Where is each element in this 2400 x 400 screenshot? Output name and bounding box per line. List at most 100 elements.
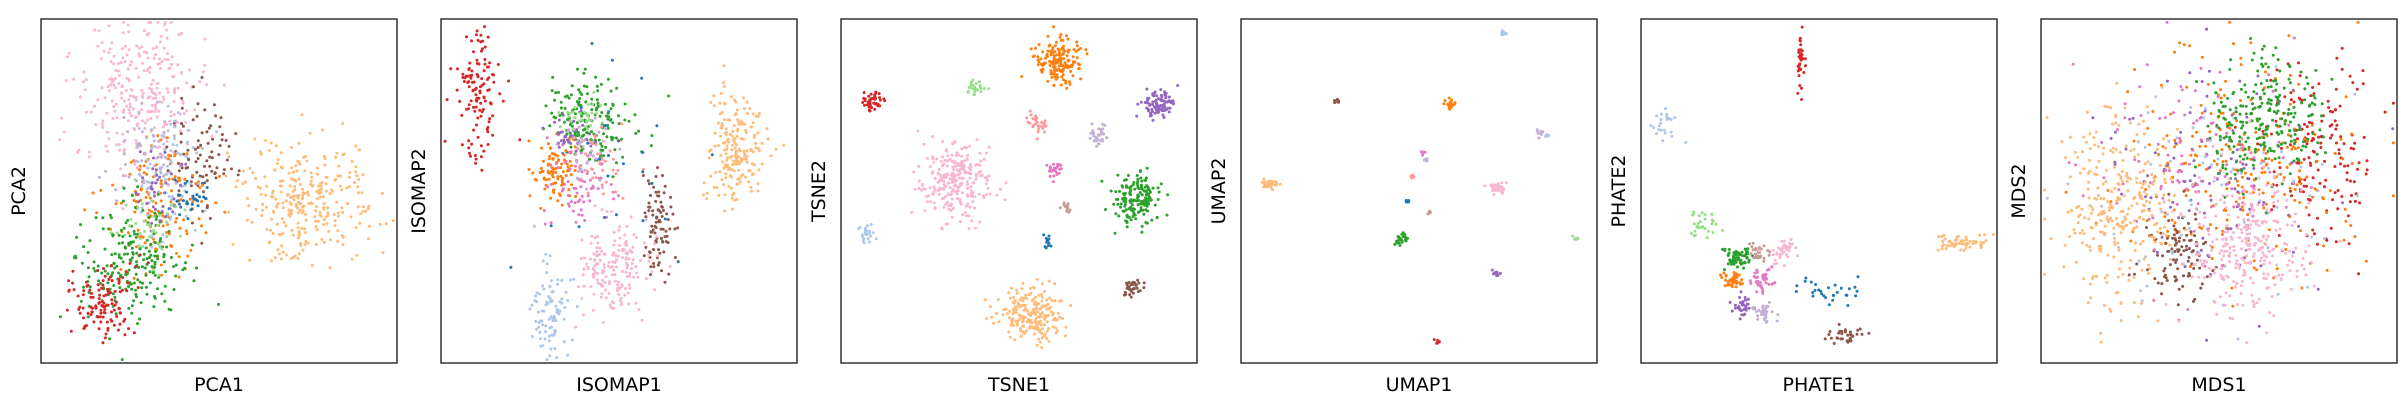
data-point [161,205,165,208]
data-point [1498,187,1502,191]
data-point [1432,338,1436,342]
data-point [654,190,658,194]
cluster-8 [1260,177,1282,192]
data-point [733,146,737,150]
data-point [265,184,269,188]
data-point [596,101,600,105]
data-point [569,173,573,177]
data-point [111,292,115,296]
data-point [166,52,169,56]
data-point [176,63,180,67]
data-point [149,117,153,120]
data-point [193,228,197,232]
data-point [345,186,349,190]
data-point [2163,215,2167,219]
data-point [2322,244,2326,248]
data-point [117,69,120,73]
data-point [137,75,141,79]
data-point [72,77,76,81]
data-point [1773,281,1777,285]
data-point [979,90,983,94]
data-point [2305,175,2309,179]
data-point [172,288,176,291]
data-point [1127,174,1130,177]
data-point [86,251,90,254]
data-point [139,144,143,148]
data-point [308,131,312,135]
data-point [754,146,758,150]
data-point [97,29,101,33]
data-point [2222,94,2226,97]
data-point [1053,72,1057,76]
data-point [1140,230,1144,234]
cluster-9 [167,178,209,221]
data-point [1797,50,1801,54]
data-point [1848,337,1852,341]
data-point [245,218,249,222]
data-point [959,161,963,165]
data-point [1756,283,1760,287]
data-point [2334,127,2338,131]
data-point [1066,202,1070,206]
data-point [612,197,616,201]
data-point [999,187,1002,191]
data-point [2329,136,2332,140]
data-point [101,283,105,287]
data-point [623,293,627,297]
data-point [269,228,272,232]
data-point [98,315,102,319]
data-point [630,261,634,265]
data-point [165,231,169,234]
data-point [965,186,969,190]
data-point [294,164,298,168]
data-point [610,300,614,304]
data-point [99,311,103,315]
data-point [575,176,579,180]
data-point [960,154,964,158]
data-point [557,90,561,94]
data-point [629,215,633,219]
data-point [1100,179,1104,183]
data-point [535,327,539,331]
data-point [2175,258,2179,262]
data-point [543,222,547,226]
data-point [2319,141,2323,145]
data-point [191,173,194,177]
data-point [1026,309,1029,313]
data-point [118,307,121,311]
data-point [1123,199,1127,203]
data-point [1540,130,1543,134]
cluster-10 [574,204,672,329]
data-point [940,227,944,231]
data-point [734,100,738,104]
data-point [91,191,95,195]
data-point [2153,277,2157,281]
data-point [142,181,146,185]
data-point [2297,61,2300,65]
data-point [1035,343,1039,347]
data-point [2272,204,2276,208]
data-point [162,163,166,167]
data-point [600,250,603,253]
data-point [1764,320,1768,324]
data-point [200,183,204,187]
y-axis-label: UMAP2 [1208,158,1230,225]
data-point [147,20,151,24]
data-point [1410,176,1414,180]
data-point [145,292,149,296]
data-point [575,121,579,125]
data-point [128,111,132,115]
data-point [602,154,605,158]
data-point [474,157,478,161]
data-point [261,208,265,212]
data-point [610,58,614,62]
data-point [479,33,483,37]
data-point [1060,64,1064,67]
data-point [731,143,735,147]
data-point [1404,239,1408,243]
data-point [184,162,188,166]
data-point [356,205,360,209]
data-point [538,330,542,334]
data-point [120,91,123,95]
data-point [158,175,162,179]
